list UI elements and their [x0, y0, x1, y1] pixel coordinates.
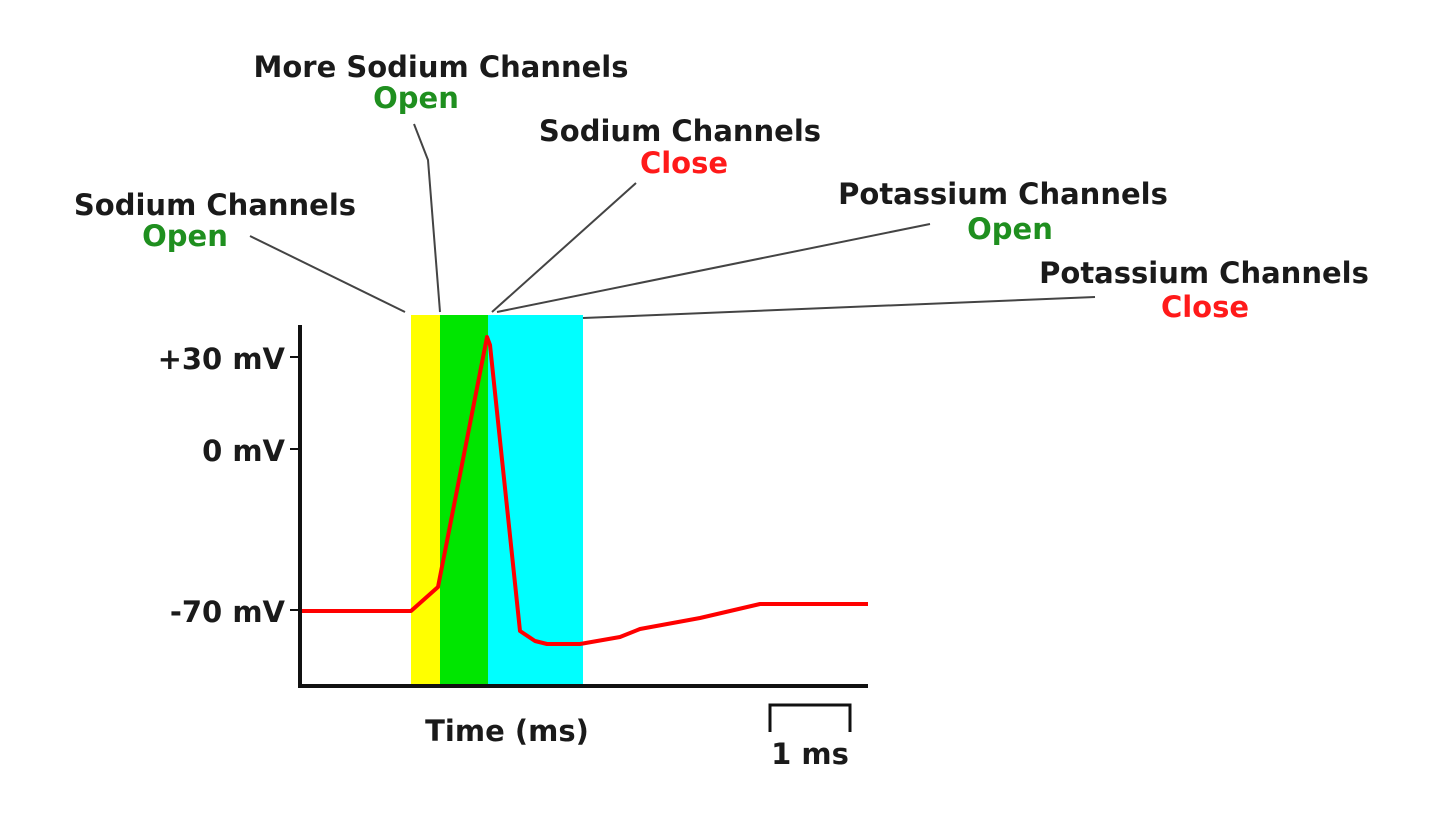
tick-label-0: 0 mV [202, 434, 285, 468]
band-sodium-open [411, 315, 440, 686]
annotation-sodium-open-state: Open [142, 219, 228, 253]
leader-sodium-close [491, 182, 637, 313]
annotation-potassium-close-state: Close [1161, 290, 1249, 324]
scale-bar [768, 703, 852, 732]
annotation-potassium-open-label: Potassium Channels [838, 177, 1168, 211]
annotation-more-sodium-open-state: Open [373, 81, 459, 115]
annotation-potassium-open-state: Open [967, 212, 1053, 246]
annotation-sodium-open-label: Sodium Channels [74, 188, 356, 222]
tick-label-minus70: -70 mV [170, 595, 286, 629]
band-potassium-open [488, 315, 583, 686]
leader-potassium-open [496, 223, 931, 313]
x-axis-label: Time (ms) [425, 714, 589, 748]
leader-potassium-close [582, 296, 1096, 319]
annotation-sodium-close-state: Close [640, 146, 728, 180]
leader-sodium-open [249, 235, 406, 313]
leader-more-sodium-open [413, 123, 441, 313]
annotation-potassium-close-label: Potassium Channels [1039, 256, 1369, 290]
scale-bar-label: 1 ms [771, 737, 849, 771]
annotation-more-sodium-open-label: More Sodium Channels [254, 50, 629, 84]
membrane-potential-trace [302, 335, 868, 646]
tick-label-plus30: +30 mV [158, 342, 286, 376]
annotation-sodium-close-label: Sodium Channels [539, 114, 821, 148]
